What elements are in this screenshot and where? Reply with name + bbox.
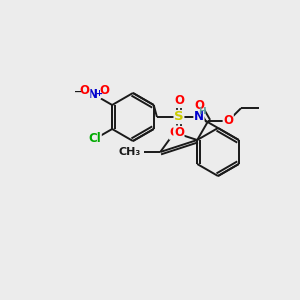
Text: CH₃: CH₃	[118, 147, 140, 157]
Text: +: +	[95, 89, 102, 98]
Text: O: O	[100, 85, 110, 98]
Text: S: S	[174, 110, 184, 124]
Text: N: N	[88, 88, 98, 101]
Text: O: O	[174, 94, 184, 107]
Text: O: O	[194, 99, 204, 112]
Text: N: N	[194, 110, 204, 124]
Text: H: H	[198, 107, 206, 116]
Text: O: O	[223, 114, 233, 128]
Text: Cl: Cl	[88, 133, 101, 146]
Text: O: O	[80, 85, 90, 98]
Text: O: O	[174, 127, 184, 140]
Text: O: O	[169, 126, 179, 139]
Text: −: −	[74, 87, 82, 97]
